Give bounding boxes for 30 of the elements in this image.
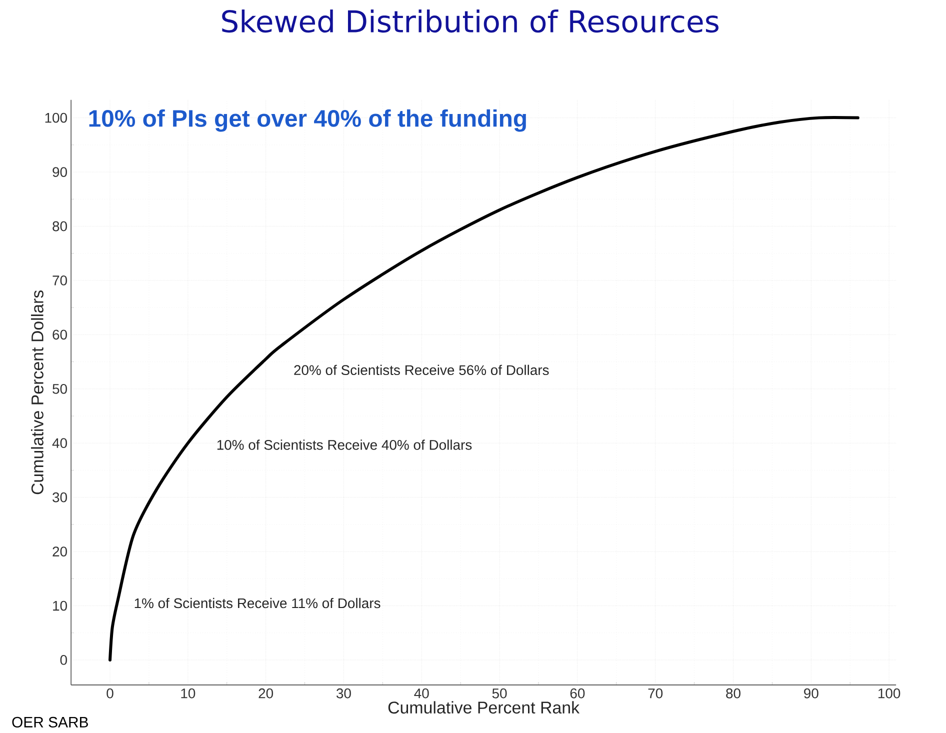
y-tick-label: 70 — [52, 276, 67, 286]
x-tick-label: 20 — [258, 688, 274, 698]
x-tick-label: 10 — [181, 688, 196, 698]
x-tick-label: 50 — [492, 688, 507, 698]
x-tick-label: 40 — [414, 688, 429, 698]
x-tick-label: 70 — [648, 688, 663, 698]
y-tick-label: 20 — [52, 546, 67, 556]
annotation: 10% of Scientists Receive 40% of Dollars — [217, 440, 472, 450]
y-tick-label: 100 — [45, 112, 67, 123]
y-tick-label: 10 — [53, 600, 67, 611]
x-tick-label: 100 — [878, 688, 900, 698]
y-tick-label: 90 — [52, 167, 67, 177]
y-tick-label: 50 — [52, 384, 67, 394]
annotation: 20% of Scientists Receive 56% of Dollars — [294, 364, 549, 376]
annotation: 1% of Scientists Receive 11% of Dollars — [134, 598, 380, 608]
x-tick-label: 80 — [726, 688, 740, 698]
x-axis-title: Cumulative Percent Rank — [388, 701, 580, 714]
chart-subtitle: 10% of PIs get over 40% of the funding — [89, 109, 526, 132]
y-tick-label: 80 — [52, 221, 67, 232]
text: OER SARB — [12, 716, 88, 728]
x-tick-label: 0 — [106, 688, 114, 698]
y-tick-label: 60 — [52, 330, 67, 340]
x-tick-label: 30 — [336, 688, 351, 698]
chart-title: Skewed Distribution of Resources — [222, 10, 718, 33]
y-axis-title: Cumulative Percent Dollars — [30, 290, 44, 494]
x-tick-label: 60 — [570, 688, 585, 698]
y-tick-label: 40 — [52, 438, 67, 448]
x-tick-label: 90 — [804, 688, 818, 698]
y-tick-label: 0 — [60, 655, 67, 665]
y-tick-label: 30 — [52, 492, 67, 502]
